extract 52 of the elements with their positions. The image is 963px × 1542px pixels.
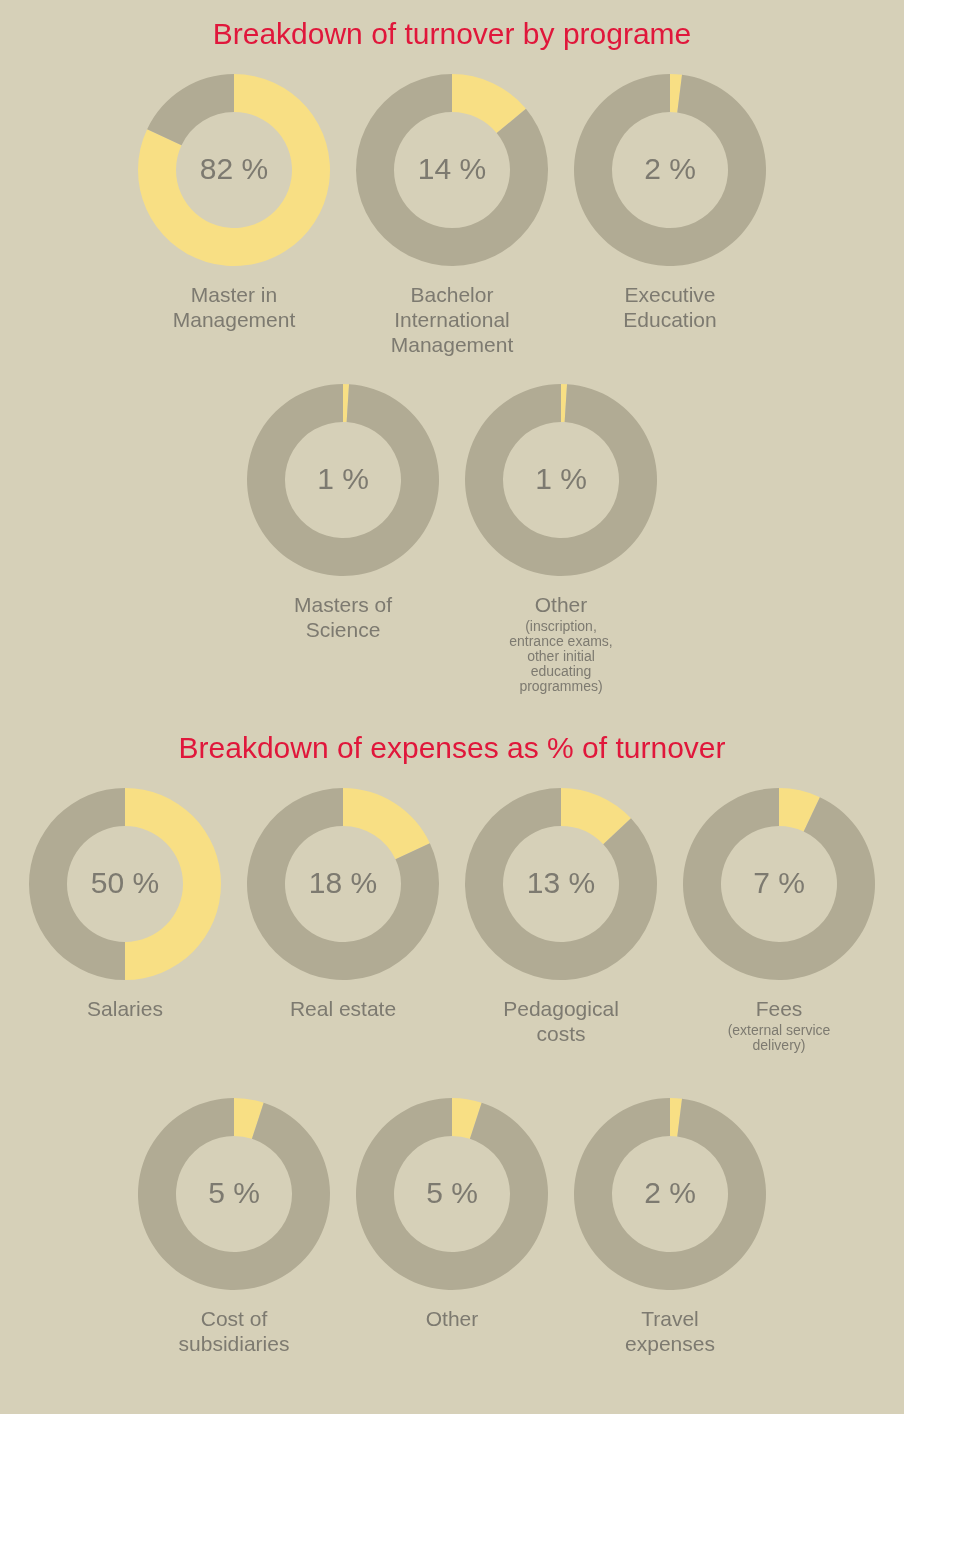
text: Breakdown of expenses as % of turnover <box>178 731 726 764</box>
data-label: 5 % <box>208 1176 260 1209</box>
text: (external service delivery) <box>727 1022 831 1053</box>
text: Breakdown of turnover by programe <box>212 17 692 50</box>
data-label: 50 % <box>90 866 160 899</box>
donut-slice <box>343 788 430 860</box>
text: Master in Management <box>172 283 296 331</box>
donut-slice <box>29 788 125 980</box>
text: Pedagogical costs <box>503 997 619 1045</box>
text: Other <box>534 593 588 616</box>
text: (inscription, entrance exams, other initial educating programmes) <box>509 618 613 694</box>
data-label: 2 % <box>644 152 696 185</box>
donut-slice <box>234 1098 264 1139</box>
data-label: 18 % <box>308 866 378 899</box>
donut-slice <box>670 74 683 113</box>
donut-slice <box>561 384 568 423</box>
data-label: 13 % <box>526 866 596 899</box>
data-label: 7 % <box>753 866 805 899</box>
data-label: 2 % <box>644 1176 696 1209</box>
donut-slice <box>574 1098 766 1290</box>
text: Travel expenses <box>625 1307 715 1355</box>
text: Executive Education <box>623 283 717 331</box>
donut-slice <box>574 74 766 266</box>
donut-slice <box>247 384 439 576</box>
donut-slice <box>452 1098 482 1139</box>
donut-slice <box>561 788 631 845</box>
donut-slice <box>247 788 439 980</box>
donut-slice <box>452 74 526 134</box>
data-label: 5 % <box>426 1176 478 1209</box>
donut-slice <box>138 74 330 266</box>
donut-slice <box>465 788 657 980</box>
donut-slice <box>356 74 548 266</box>
donut-slice <box>125 788 221 980</box>
text: Bachelor International Management <box>390 283 514 356</box>
donut-slice <box>779 788 820 832</box>
donut-slice <box>138 1098 330 1290</box>
text: Masters of Science <box>293 593 393 641</box>
data-label: 1 % <box>535 462 587 495</box>
text: Cost of subsidiaries <box>178 1307 290 1355</box>
data-label: 14 % <box>417 152 487 185</box>
donut-slice <box>147 74 234 146</box>
donut-slice <box>670 1098 683 1137</box>
donut-slice <box>683 788 875 980</box>
donut-slice <box>465 384 657 576</box>
donut-slice <box>343 384 350 423</box>
text: Salaries <box>87 997 163 1020</box>
text: Other <box>425 1307 479 1330</box>
data-label: 82 % <box>199 152 269 185</box>
text: Real estate <box>289 997 397 1020</box>
text: Fees <box>755 997 803 1020</box>
data-label: 1 % <box>317 462 369 495</box>
donut-slice <box>356 1098 548 1290</box>
